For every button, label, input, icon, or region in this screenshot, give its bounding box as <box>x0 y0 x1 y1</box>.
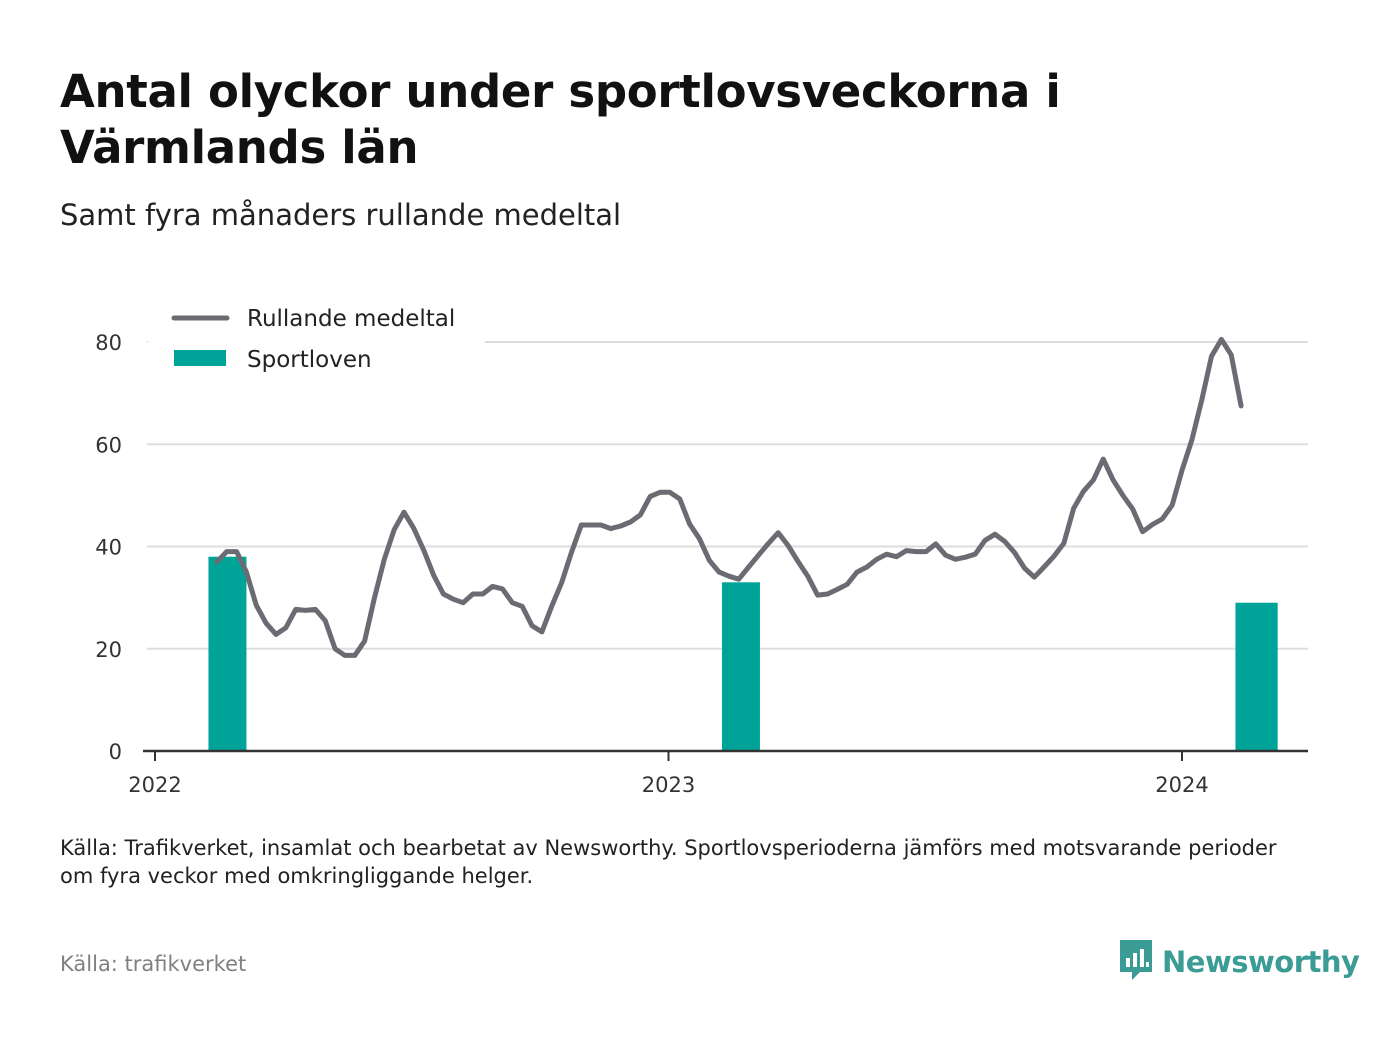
bar <box>1235 602 1278 751</box>
y-tick-label: 40 <box>95 536 122 560</box>
brand-logo: Newsworthy <box>1118 938 1360 986</box>
bar <box>721 582 760 751</box>
series-line-rullande-medeltal <box>214 336 1244 658</box>
legend-label-line: Rullande medeltal <box>247 306 455 332</box>
chart-subtitle: Samt fyra månaders rullande medeltal <box>60 198 622 232</box>
y-tick-label: 60 <box>95 433 122 457</box>
y-tick-label: 0 <box>109 740 122 764</box>
chart: 0 20 40 60 80 2022 2023 2024 Rullande medeltal… <box>95 302 1308 797</box>
line-series <box>214 336 1244 658</box>
x-axis: 2022 2023 2024 <box>128 749 1308 797</box>
bar-series <box>208 556 1278 751</box>
source-note: Källa: trafikverket <box>60 952 247 976</box>
legend-label-bars: Sportloven <box>247 347 372 373</box>
y-tick-label: 80 <box>95 331 122 355</box>
chart-title: Antal olyckor under sportlovsveckorna i … <box>60 65 1061 174</box>
legend-background <box>148 302 485 382</box>
x-tick-label: 2024 <box>1155 773 1208 797</box>
y-axis-ticks: 0 20 40 60 80 <box>95 331 122 764</box>
chart-caption: Källa: Trafikverket, insamlat och bearbe… <box>60 836 1277 888</box>
x-tick-label: 2023 <box>642 773 695 797</box>
x-tick-label: 2022 <box>128 773 181 797</box>
newsworthy-logo-icon <box>1118 938 1154 986</box>
legend-bar-swatch <box>174 350 226 366</box>
legend: Rullande medeltal Sportloven <box>148 302 485 382</box>
bar <box>208 556 247 751</box>
y-tick-label: 20 <box>95 638 122 662</box>
brand-name: Newsworthy <box>1162 945 1360 979</box>
